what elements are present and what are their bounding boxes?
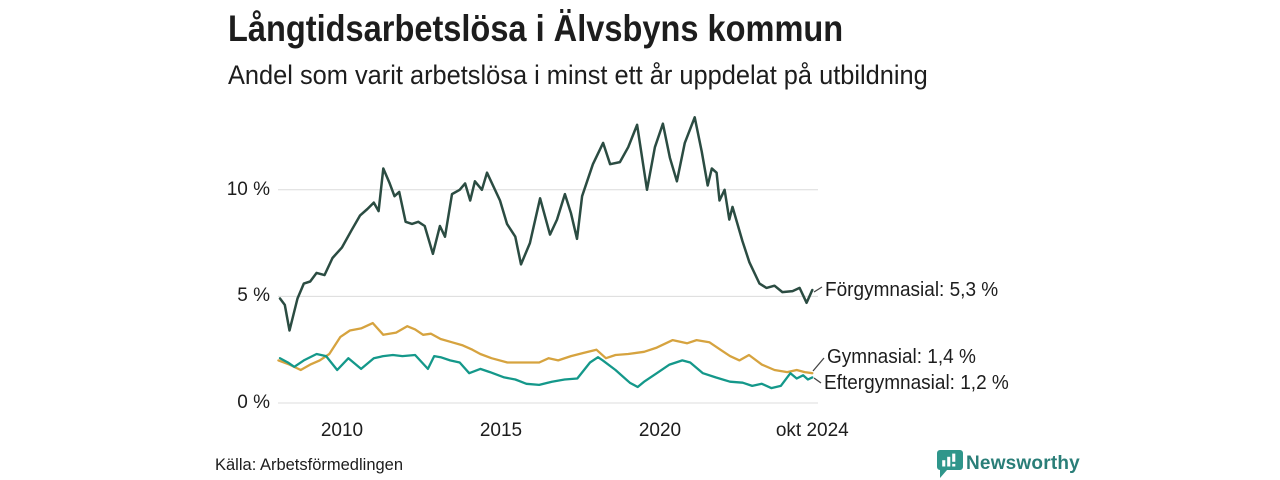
chart-title: Långtidsarbetslösa i Älvsbyns kommun: [228, 8, 844, 49]
series-label-forgymnasial: Förgymnasial: 5,3 %: [825, 279, 999, 301]
y-tick-label: 0 %: [237, 392, 270, 413]
series-lines: [277, 116, 814, 390]
x-tick-label: 2020: [638, 420, 682, 441]
y-tick-label: 5 %: [237, 285, 270, 307]
chart-subtitle: Andel som varit arbetslösa i minst ett å…: [228, 60, 928, 90]
newsworthy-wordmark: Newsworthy: [966, 453, 1080, 474]
connector-eftergymnasial: [813, 377, 822, 384]
series-label-gymnasial: Gymnasial: 1,4 %: [827, 346, 976, 368]
y-tick-label: 10 %: [226, 178, 270, 200]
series-line-gymnasial: [277, 321, 814, 375]
connector-forgymnasial: [813, 286, 823, 293]
x-tick-label: okt 2024: [775, 420, 849, 441]
gridlines: [278, 189, 818, 404]
x-tick-label: 2010: [320, 420, 364, 441]
series-label-eftergymnasial: Eftergymnasial: 1,2 %: [824, 372, 1009, 394]
newsworthy-logo-icon: [937, 450, 963, 478]
series-line-förgymnasial: [278, 116, 814, 332]
label-connectors: [812, 286, 825, 384]
source-note: Källa: Arbetsförmedlingen: [215, 456, 404, 474]
x-tick-label: 2015: [479, 420, 523, 441]
connector-gymnasial: [812, 357, 825, 372]
series-line-eftergymnasial: [278, 352, 814, 390]
